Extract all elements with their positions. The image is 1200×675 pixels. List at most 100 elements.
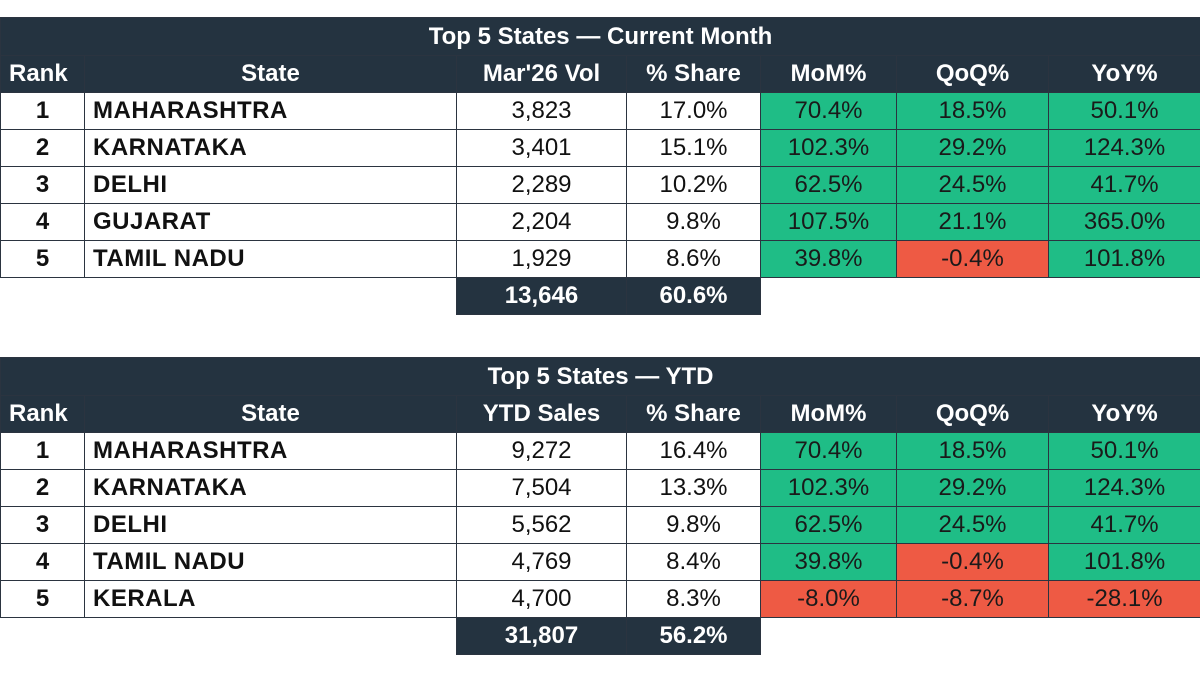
- table-row: 4 GUJARAT 2,204 9.8% 107.5% 21.1% 365.0%: [0, 203, 1200, 241]
- state-cell: KARNATAKA: [84, 129, 457, 167]
- column-header-qoq: QoQ%: [896, 395, 1049, 433]
- column-header-state: State: [84, 395, 457, 433]
- table-title: Top 5 States — YTD: [0, 357, 1200, 396]
- column-header-share: % Share: [626, 55, 761, 93]
- table-body: 1 MAHARASHTRA 3,823 17.0% 70.4% 18.5% 50.1% 2 KA…: [0, 92, 1200, 315]
- column-header-rank: Rank: [0, 55, 85, 93]
- yoy-cell: -28.1%: [1047, 580, 1200, 618]
- current-month-table: Top 5 States — Current Month Rank State …: [0, 17, 1200, 315]
- current-month-table-block: Top 5 States — Current Month Rank State …: [0, 17, 1200, 315]
- state-cell: MAHARASHTRA: [84, 432, 457, 470]
- table-body: 1 MAHARASHTRA 9,272 16.4% 70.4% 18.5% 50.1% 2 KA…: [0, 432, 1200, 655]
- volume-cell: 9,272: [456, 432, 627, 470]
- column-header-qoq: QoQ%: [896, 55, 1049, 93]
- state-cell: DELHI: [84, 166, 457, 204]
- qoq-cell: -0.4%: [896, 240, 1049, 278]
- share-cell: 8.3%: [626, 580, 761, 618]
- table-row: 3 DELHI 2,289 10.2% 62.5% 24.5% 41.7%: [0, 166, 1200, 204]
- share-cell: 10.2%: [626, 166, 761, 204]
- volume-cell: 4,769: [456, 543, 627, 581]
- total-volume: 13,646: [456, 277, 627, 315]
- total-row: 31,807 56.2%: [1, 617, 1200, 655]
- qoq-cell: 29.2%: [896, 129, 1049, 167]
- volume-cell: 2,289: [456, 166, 627, 204]
- column-header-mom: MoM%: [760, 395, 897, 433]
- total-share: 60.6%: [626, 277, 761, 315]
- mom-cell: 70.4%: [760, 432, 897, 470]
- total-spacer: [761, 278, 1200, 315]
- qoq-cell: 24.5%: [896, 166, 1049, 204]
- qoq-cell: -0.4%: [896, 543, 1049, 581]
- state-cell: TAMIL NADU: [84, 240, 457, 278]
- column-header-state: State: [84, 55, 457, 93]
- share-cell: 13.3%: [626, 469, 761, 507]
- total-spacer: [1, 278, 457, 315]
- rank-cell: 3: [0, 166, 85, 204]
- volume-cell: 7,504: [456, 469, 627, 507]
- qoq-cell: 24.5%: [896, 506, 1049, 544]
- yoy-cell: 50.1%: [1047, 92, 1200, 130]
- rank-cell: 1: [0, 92, 85, 130]
- yoy-cell: 124.3%: [1047, 129, 1200, 167]
- volume-cell: 3,401: [456, 129, 627, 167]
- share-cell: 15.1%: [626, 129, 761, 167]
- state-cell: MAHARASHTRA: [84, 92, 457, 130]
- yoy-cell: 101.8%: [1047, 240, 1200, 278]
- qoq-cell: 18.5%: [896, 92, 1049, 130]
- qoq-cell: 18.5%: [896, 432, 1049, 470]
- yoy-cell: 124.3%: [1047, 469, 1200, 507]
- rank-cell: 2: [0, 129, 85, 167]
- yoy-cell: 41.7%: [1047, 166, 1200, 204]
- table-row: 2 KARNATAKA 3,401 15.1% 102.3% 29.2% 124.3%: [0, 129, 1200, 167]
- total-share: 56.2%: [626, 617, 761, 655]
- state-cell: GUJARAT: [84, 203, 457, 241]
- column-header-yoy: YoY%: [1047, 395, 1200, 433]
- state-cell: DELHI: [84, 506, 457, 544]
- header-row: Rank State Mar'26 Vol % Share MoM% QoQ% …: [0, 55, 1200, 93]
- table-row: 5 KERALA 4,700 8.3% -8.0% -8.7% -28.1%: [0, 580, 1200, 618]
- rank-cell: 4: [0, 543, 85, 581]
- table-row: 5 TAMIL NADU 1,929 8.6% 39.8% -0.4% 101.8%: [0, 240, 1200, 278]
- ytd-table-block: Top 5 States — YTD Rank State YTD Sales …: [0, 357, 1200, 655]
- table-title: Top 5 States — Current Month: [0, 17, 1200, 56]
- yoy-cell: 50.1%: [1047, 432, 1200, 470]
- rank-cell: 5: [0, 240, 85, 278]
- yoy-cell: 365.0%: [1047, 203, 1200, 241]
- share-cell: 17.0%: [626, 92, 761, 130]
- total-spacer: [761, 618, 1200, 655]
- yoy-cell: 101.8%: [1047, 543, 1200, 581]
- total-spacer: [1, 618, 457, 655]
- table-row: 1 MAHARASHTRA 3,823 17.0% 70.4% 18.5% 50.1%: [0, 92, 1200, 130]
- mom-cell: 102.3%: [760, 469, 897, 507]
- table-row: 4 TAMIL NADU 4,769 8.4% 39.8% -0.4% 101.8%: [0, 543, 1200, 581]
- rank-cell: 4: [0, 203, 85, 241]
- yoy-cell: 41.7%: [1047, 506, 1200, 544]
- mom-cell: 62.5%: [760, 506, 897, 544]
- header-row: Rank State YTD Sales % Share MoM% QoQ% Y…: [0, 395, 1200, 433]
- state-cell: TAMIL NADU: [84, 543, 457, 581]
- volume-cell: 1,929: [456, 240, 627, 278]
- mom-cell: 39.8%: [760, 240, 897, 278]
- share-cell: 16.4%: [626, 432, 761, 470]
- rank-cell: 5: [0, 580, 85, 618]
- mom-cell: 102.3%: [760, 129, 897, 167]
- share-cell: 8.4%: [626, 543, 761, 581]
- qoq-cell: 21.1%: [896, 203, 1049, 241]
- column-header-rank: Rank: [0, 395, 85, 433]
- ytd-table: Top 5 States — YTD Rank State YTD Sales …: [0, 357, 1200, 655]
- qoq-cell: -8.7%: [896, 580, 1049, 618]
- volume-cell: 2,204: [456, 203, 627, 241]
- table-row: 2 KARNATAKA 7,504 13.3% 102.3% 29.2% 124.3%: [0, 469, 1200, 507]
- column-header-mom: MoM%: [760, 55, 897, 93]
- column-header-share: % Share: [626, 395, 761, 433]
- mom-cell: 107.5%: [760, 203, 897, 241]
- volume-cell: 3,823: [456, 92, 627, 130]
- share-cell: 9.8%: [626, 506, 761, 544]
- share-cell: 8.6%: [626, 240, 761, 278]
- qoq-cell: 29.2%: [896, 469, 1049, 507]
- mom-cell: -8.0%: [760, 580, 897, 618]
- rank-cell: 3: [0, 506, 85, 544]
- rank-cell: 1: [0, 432, 85, 470]
- total-volume: 31,807: [456, 617, 627, 655]
- rank-cell: 2: [0, 469, 85, 507]
